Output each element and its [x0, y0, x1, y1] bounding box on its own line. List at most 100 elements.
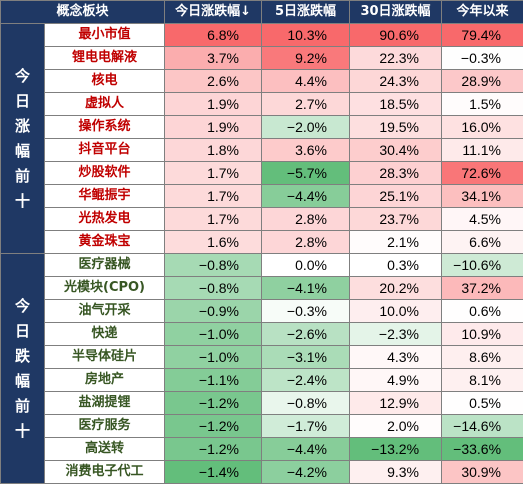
5day-change-cell: −4.4% [262, 438, 350, 461]
sector-name-cell[interactable]: 医疗器械 [45, 254, 165, 277]
today-change-cell: −1.0% [165, 346, 262, 369]
ytd-change-cell: 16.0% [442, 116, 523, 139]
sector-name-cell[interactable]: 华鲲振宇 [45, 185, 165, 208]
30day-change-cell: 30.4% [350, 139, 442, 162]
30day-change-cell: 23.7% [350, 208, 442, 231]
sector-name-cell[interactable]: 盐湖提锂 [45, 392, 165, 415]
30day-change-cell: 10.0% [350, 300, 442, 323]
today-change-cell: −0.8% [165, 277, 262, 300]
table-row[interactable]: 半导体硅片−1.0%−3.1%4.3%8.6% [1, 346, 523, 369]
sector-name-cell[interactable]: 油气开采 [45, 300, 165, 323]
ytd-change-cell: 37.2% [442, 277, 523, 300]
30day-change-cell: 2.0% [350, 415, 442, 438]
group-label-char: 十 [1, 189, 44, 214]
group-label-char: 跌 [1, 344, 44, 369]
table-row[interactable]: 消费电子代工−1.4%−4.2%9.3%30.9% [1, 461, 523, 484]
column-header-today-change[interactable]: 今日涨跌幅↓ [165, 1, 262, 24]
30day-change-cell: 24.3% [350, 70, 442, 93]
column-header-30day-change[interactable]: 30日涨跌幅 [350, 1, 442, 24]
ytd-change-cell: 0.5% [442, 392, 523, 415]
sector-name-cell[interactable]: 光模块(CPO) [45, 277, 165, 300]
sector-name-cell[interactable]: 操作系统 [45, 116, 165, 139]
table-row[interactable]: 盐湖提锂−1.2%−0.8%12.9%0.5% [1, 392, 523, 415]
ytd-change-cell: 72.6% [442, 162, 523, 185]
ytd-change-cell: 11.1% [442, 139, 523, 162]
30day-change-cell: 12.9% [350, 392, 442, 415]
sector-name-cell[interactable]: 半导体硅片 [45, 346, 165, 369]
30day-change-cell: 4.3% [350, 346, 442, 369]
ytd-change-cell: −0.3% [442, 47, 523, 70]
today-change-cell: −0.8% [165, 254, 262, 277]
sector-name-cell[interactable]: 炒股软件 [45, 162, 165, 185]
5day-change-cell: 4.4% [262, 70, 350, 93]
30day-change-cell: 4.9% [350, 369, 442, 392]
column-header-5day-change[interactable]: 5日涨跌幅 [262, 1, 350, 24]
table-row[interactable]: 油气开采−0.9%−0.3%10.0%0.6% [1, 300, 523, 323]
sector-name-cell[interactable]: 最小市值 [45, 24, 165, 47]
group-label-top-losers: 今日跌幅前十 [1, 254, 45, 484]
sector-name-cell[interactable]: 虚拟人 [45, 93, 165, 116]
5day-change-cell: 2.7% [262, 93, 350, 116]
today-change-cell: 1.7% [165, 162, 262, 185]
group-label-char: 日 [1, 89, 44, 114]
column-header-ytd-change[interactable]: 今年以来 [442, 1, 523, 24]
5day-change-cell: −5.7% [262, 162, 350, 185]
ytd-change-cell: 0.6% [442, 300, 523, 323]
table-row[interactable]: 今日跌幅前十医疗器械−0.8%0.0%0.3%−10.6% [1, 254, 523, 277]
ytd-change-cell: 28.9% [442, 70, 523, 93]
group-label-char: 十 [1, 419, 44, 444]
30day-change-cell: −2.3% [350, 323, 442, 346]
5day-change-cell: −1.7% [262, 415, 350, 438]
5day-change-cell: −4.1% [262, 277, 350, 300]
sector-name-cell[interactable]: 高送转 [45, 438, 165, 461]
sector-name-cell[interactable]: 消费电子代工 [45, 461, 165, 484]
30day-change-cell: 28.3% [350, 162, 442, 185]
sector-name-cell[interactable]: 锂电电解液 [45, 47, 165, 70]
today-change-cell: 1.9% [165, 116, 262, 139]
table-row[interactable]: 快递−1.0%−2.6%−2.3%10.9% [1, 323, 523, 346]
table-row[interactable]: 光模块(CPO)−0.8%−4.1%20.2%37.2% [1, 277, 523, 300]
group-label-char: 涨 [1, 114, 44, 139]
5day-change-cell: −2.4% [262, 369, 350, 392]
today-change-cell: −1.2% [165, 392, 262, 415]
ytd-change-cell: 4.5% [442, 208, 523, 231]
table-row[interactable]: 房地产−1.1%−2.4%4.9%8.1% [1, 369, 523, 392]
5day-change-cell: −4.2% [262, 461, 350, 484]
table-row[interactable]: 医疗服务−1.2%−1.7%2.0%−14.6% [1, 415, 523, 438]
ytd-change-cell: 6.6% [442, 231, 523, 254]
ytd-change-cell: 10.9% [442, 323, 523, 346]
today-change-cell: 1.6% [165, 231, 262, 254]
sector-name-cell[interactable]: 医疗服务 [45, 415, 165, 438]
30day-change-cell: 20.2% [350, 277, 442, 300]
today-change-cell: 6.8% [165, 24, 262, 47]
sector-name-cell[interactable]: 抖音平台 [45, 139, 165, 162]
today-change-cell: −1.0% [165, 323, 262, 346]
column-header-sector[interactable]: 概念板块 [1, 1, 165, 24]
30day-change-cell: 0.3% [350, 254, 442, 277]
ytd-change-cell: 8.6% [442, 346, 523, 369]
today-change-cell: 1.9% [165, 93, 262, 116]
30day-change-cell: −13.2% [350, 438, 442, 461]
sector-name-cell[interactable]: 光热发电 [45, 208, 165, 231]
sector-name-cell[interactable]: 核电 [45, 70, 165, 93]
today-change-cell: −1.2% [165, 415, 262, 438]
table-row[interactable]: 高送转−1.2%−4.4%−13.2%−33.6% [1, 438, 523, 461]
5day-change-cell: −2.0% [262, 116, 350, 139]
sector-name-cell[interactable]: 黄金珠宝 [45, 231, 165, 254]
today-change-cell: 1.7% [165, 185, 262, 208]
sector-name-cell[interactable]: 快递 [45, 323, 165, 346]
sector-name-cell[interactable]: 房地产 [45, 369, 165, 392]
30day-change-cell: 25.1% [350, 185, 442, 208]
today-change-cell: −1.1% [165, 369, 262, 392]
